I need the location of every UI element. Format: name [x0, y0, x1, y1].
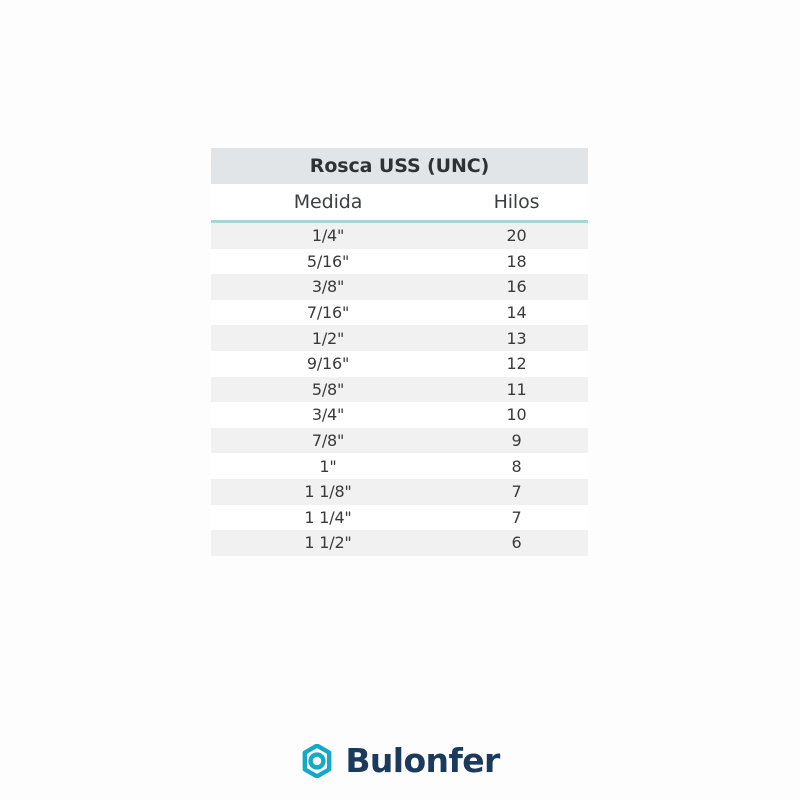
- cell-medida: 1 1/8": [304, 482, 352, 502]
- cell-medida: 7/8": [311, 431, 345, 451]
- cell-hilos: 8: [511, 456, 522, 476]
- cell-medida: 5/8": [311, 379, 345, 399]
- table-row: 7/16" 14: [211, 299, 588, 326]
- cell-medida: 5/16": [306, 251, 350, 271]
- table-row: 9/16" 12: [211, 350, 588, 377]
- table-body: 1/4" 20 5/16" 18 3/8" 16 7/16" 14 1/2" 13 9/16" 12 5…: [211, 223, 588, 556]
- cell-hilos: 12: [506, 354, 527, 374]
- cell-hilos: 11: [506, 379, 527, 399]
- cell-medida: 1/2": [311, 328, 345, 348]
- cell-medida: 3/8": [311, 277, 345, 297]
- table-row: 1 1/8" 7: [211, 478, 588, 505]
- column-header-hilos: Hilos: [493, 191, 540, 213]
- column-header-medida: Medida: [293, 191, 363, 213]
- cell-medida: 9/16": [306, 354, 350, 374]
- cell-hilos: 16: [506, 277, 527, 297]
- cell-medida: 1 1/4": [304, 507, 352, 527]
- cell-medida: 3/4": [311, 405, 345, 425]
- table-title: Rosca USS (UNC): [211, 148, 588, 184]
- thread-spec-table: Rosca USS (UNC) Medida Hilos 1/4" 20 5/16"…: [211, 148, 588, 556]
- cell-hilos: 7: [511, 507, 522, 527]
- table-row: 1 1/2" 6: [211, 530, 588, 556]
- cell-hilos: 20: [506, 226, 527, 246]
- table-row: 1" 8: [211, 453, 588, 479]
- brand-logo: Bulonfer: [0, 741, 800, 780]
- cell-medida: 7/16": [306, 303, 350, 323]
- cell-hilos: 9: [511, 431, 522, 451]
- table-row: 3/8" 16: [211, 274, 588, 300]
- table-column-header-row: Medida Hilos: [211, 184, 588, 223]
- table-row: 1/4" 20: [211, 223, 588, 249]
- cell-hilos: 13: [506, 328, 527, 348]
- cell-medida: 1 1/2": [304, 533, 352, 553]
- table-row: 1 1/4" 7: [211, 504, 588, 531]
- cell-hilos: 18: [506, 251, 527, 271]
- cell-medida: 1": [319, 456, 337, 476]
- cell-medida: 1/4": [311, 226, 345, 246]
- cell-hilos: 6: [511, 533, 522, 553]
- table-row: 1/2" 13: [211, 325, 588, 351]
- hex-nut-icon: [300, 743, 334, 779]
- table-row: 7/8" 9: [211, 427, 588, 454]
- cell-hilos: 7: [511, 482, 522, 502]
- table-row: 5/16" 18: [211, 248, 588, 275]
- cell-hilos: 10: [506, 405, 527, 425]
- cell-hilos: 14: [506, 303, 527, 323]
- table-row: 3/4" 10: [211, 402, 588, 428]
- brand-wordmark: Bulonfer: [345, 741, 500, 780]
- table-row: 5/8" 11: [211, 376, 588, 403]
